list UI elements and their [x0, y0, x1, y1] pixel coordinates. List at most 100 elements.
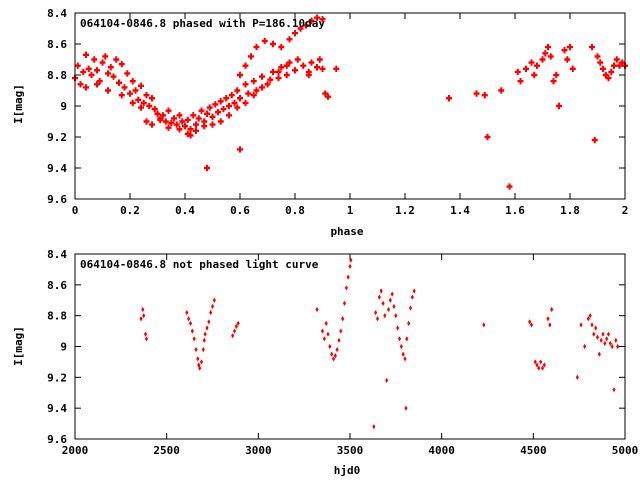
phased-data-point	[206, 104, 213, 111]
unphased-data-point	[388, 297, 392, 303]
phased-data-point	[305, 71, 312, 79]
unphased-data-point	[375, 316, 380, 322]
unphased-data-point	[142, 313, 146, 319]
phased-data-point	[74, 62, 81, 69]
phased-data-point	[223, 95, 230, 102]
phased-data-point	[242, 99, 249, 107]
phased-data-point	[319, 16, 326, 23]
unphased-data-point	[575, 374, 579, 380]
phased-data-point	[176, 126, 183, 133]
unphased-data-point	[401, 351, 405, 357]
phased-data-point	[201, 122, 208, 130]
phased-x-tick-label: 0.6	[230, 204, 250, 217]
phased-data-point	[237, 95, 243, 102]
unphased-data-point	[372, 424, 376, 430]
phased-data-point	[184, 116, 191, 124]
phased-data-point	[278, 43, 285, 51]
phased-data-point	[234, 104, 241, 111]
phased-data-point	[193, 127, 199, 134]
phased-data-point	[129, 99, 136, 107]
phased-data-point	[132, 87, 139, 94]
unphased-data-point	[377, 294, 381, 300]
phased-data-point	[316, 56, 323, 63]
unphased-data-point	[335, 346, 339, 353]
phased-data-point	[127, 90, 133, 97]
phased-data-point	[107, 64, 114, 71]
unphased-data-point	[202, 337, 206, 343]
unphased-data-point	[588, 313, 592, 319]
unphased-data-point	[333, 353, 337, 359]
unphased-data-point	[344, 285, 348, 291]
unphased-data-point	[597, 351, 601, 357]
phased-data-point	[589, 43, 595, 51]
phased-data-point	[143, 118, 150, 125]
phased-data-point	[556, 102, 562, 110]
phased-data-point	[286, 36, 293, 43]
phased-data-point	[242, 81, 249, 88]
phased-data-point	[545, 43, 551, 51]
unphased-data-point	[205, 325, 209, 331]
phased-data-point	[481, 91, 488, 99]
phased-x-tick-label: 0.4	[175, 204, 195, 217]
phased-data-point	[99, 59, 106, 66]
unphased-y-tick-label: 9	[60, 341, 67, 354]
phased-data-point	[217, 118, 224, 125]
unphased-data-point	[608, 340, 612, 347]
phased-data-point	[182, 122, 188, 130]
unphased-data-point	[337, 337, 341, 343]
phased-data-point	[602, 71, 609, 79]
phased-data-point	[534, 62, 540, 69]
phased-data-point	[226, 102, 232, 110]
phased-data-point	[160, 112, 166, 119]
unphased-y-tick-label: 9.6	[47, 433, 67, 446]
phased-data-point	[517, 78, 524, 85]
phased-x-tick-label: 1.2	[395, 204, 415, 217]
phased-data-point	[176, 112, 183, 119]
phased-data-point	[209, 121, 216, 128]
phased-y-tick-label: 9.6	[47, 193, 67, 206]
phased-data-point	[143, 91, 150, 99]
phased-data-point	[149, 121, 155, 128]
phased-data-point	[261, 37, 268, 45]
unphased-data-point	[548, 322, 552, 328]
phased-data-point	[264, 81, 271, 88]
phased-data-point	[215, 109, 221, 116]
phased-data-point	[83, 84, 89, 91]
unphased-data-point	[141, 306, 145, 313]
unphased-data-point	[396, 325, 400, 331]
phased-data-point	[605, 74, 612, 82]
phased-title: 064104-0846.8 phased with P=186.10day	[80, 17, 325, 30]
phased-data-point	[283, 71, 290, 79]
phased-data-point	[226, 112, 232, 119]
phased-y-tick-label: 9	[60, 100, 67, 113]
unphased-data-point	[590, 322, 594, 328]
phased-data-point	[523, 65, 529, 72]
unphased-data-point	[550, 306, 554, 313]
phased-y-tick-labels: 8.4 8.6 8.8 9 9.2 9.4 9.6	[47, 7, 67, 206]
phased-xlabel: phase	[330, 225, 363, 238]
phased-data-point	[105, 87, 111, 94]
unphased-data-point	[331, 356, 336, 362]
phased-x-tick-label: 1	[347, 204, 354, 217]
unphased-data-point	[199, 359, 204, 365]
unphased-data-point	[595, 334, 600, 340]
unphased-data-point	[592, 331, 596, 337]
unphased-data-point	[346, 274, 350, 280]
phased-data-point	[506, 183, 513, 190]
phased-data-point	[80, 68, 87, 76]
phased-data-point	[190, 112, 197, 119]
unphased-data-point	[612, 387, 616, 393]
phased-data-point	[286, 59, 293, 66]
phased-x-tick-label: 1.6	[505, 204, 525, 217]
phased-data-point	[151, 105, 158, 113]
phased-data-point	[165, 124, 172, 131]
phased-data-point	[446, 95, 452, 102]
unphased-title: 064104-0846.8 not phased light curve	[80, 258, 319, 271]
unphased-data-point	[232, 328, 237, 334]
phased-data-point	[297, 25, 304, 32]
phased-x-tick-label: 1.8	[560, 204, 580, 217]
unphased-data-point	[212, 297, 216, 303]
unphased-data-point	[185, 309, 189, 316]
phased-data-point	[253, 87, 260, 94]
